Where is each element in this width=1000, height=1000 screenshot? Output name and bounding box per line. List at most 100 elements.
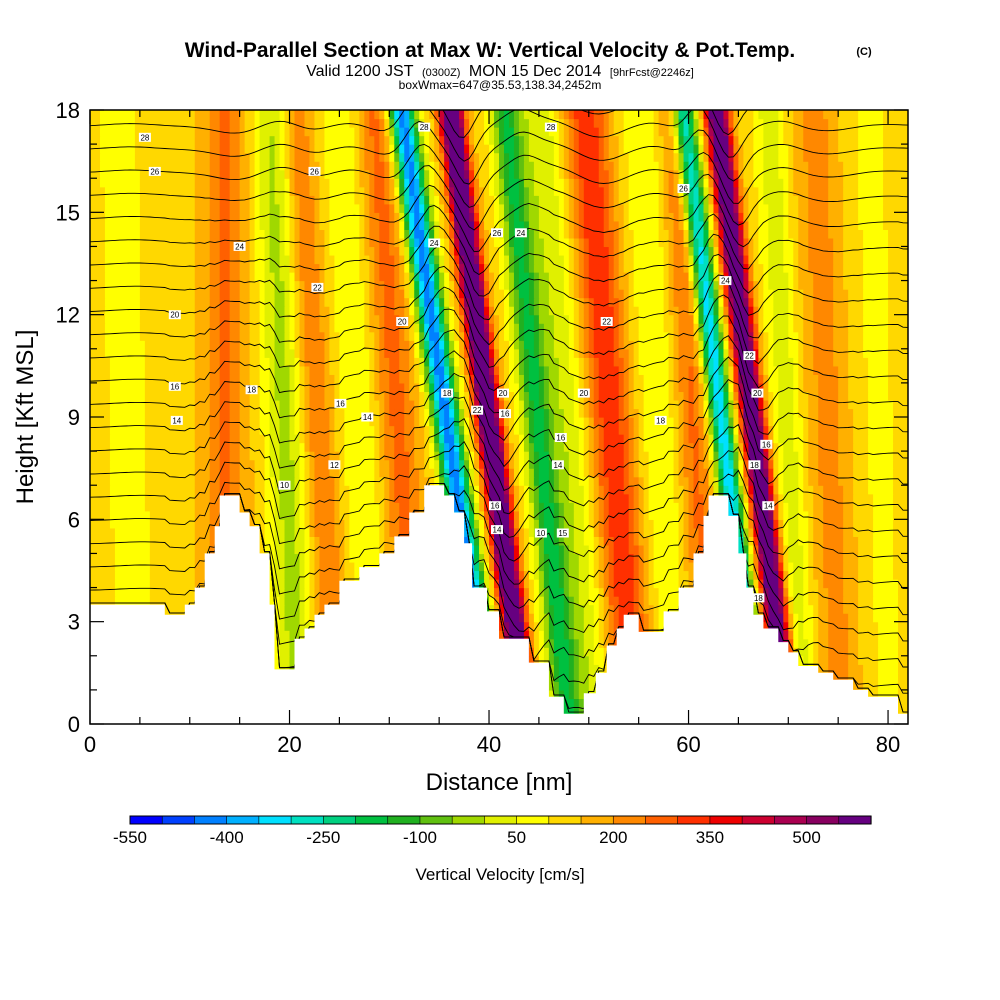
field-cell bbox=[503, 536, 510, 546]
field-cell bbox=[90, 510, 96, 520]
field-cell bbox=[528, 613, 535, 623]
field-cell bbox=[304, 502, 311, 512]
field-cell bbox=[329, 476, 335, 486]
field-cell bbox=[364, 519, 370, 529]
field-cell bbox=[179, 587, 186, 597]
field-cell bbox=[259, 510, 266, 520]
field-cell bbox=[449, 476, 455, 486]
field-cell bbox=[838, 493, 844, 503]
field-cell bbox=[474, 485, 480, 495]
field-cell bbox=[608, 579, 615, 589]
field-cell bbox=[503, 468, 510, 478]
field-cell bbox=[119, 544, 126, 555]
field-cell bbox=[573, 493, 580, 503]
field-cell bbox=[608, 561, 615, 572]
field-cell bbox=[878, 476, 884, 486]
field-cell bbox=[169, 468, 176, 478]
field-cell bbox=[563, 544, 570, 555]
field-cell bbox=[264, 468, 271, 478]
field-cell bbox=[139, 519, 146, 529]
field-cell bbox=[264, 502, 271, 512]
field-cell bbox=[533, 596, 540, 606]
field-cell bbox=[888, 604, 894, 614]
field-cell bbox=[783, 544, 789, 555]
field-cell bbox=[553, 510, 560, 520]
field-cell bbox=[104, 570, 111, 580]
field-cell bbox=[309, 544, 316, 555]
field-cell bbox=[893, 672, 899, 682]
field-cell bbox=[344, 544, 350, 555]
field-cell bbox=[848, 587, 854, 597]
field-cell bbox=[843, 638, 849, 648]
field-cell bbox=[863, 553, 869, 563]
field-cell bbox=[568, 596, 575, 606]
field-cell bbox=[858, 630, 864, 640]
field-cell bbox=[299, 527, 306, 537]
field-cell bbox=[583, 647, 590, 657]
field-cell bbox=[518, 536, 525, 546]
field-cell bbox=[873, 587, 879, 597]
field-cell bbox=[853, 664, 859, 674]
field-cell bbox=[773, 604, 779, 614]
field-cell bbox=[124, 544, 131, 555]
field-cell bbox=[658, 587, 665, 597]
field-cell bbox=[598, 536, 605, 546]
field-cell bbox=[803, 570, 809, 580]
field-cell bbox=[783, 485, 789, 495]
field-cell bbox=[743, 468, 749, 478]
field-cell bbox=[294, 544, 301, 555]
field-cell bbox=[838, 544, 844, 555]
field-cell bbox=[319, 587, 326, 597]
field-cell bbox=[808, 493, 814, 503]
field-cell bbox=[139, 459, 146, 469]
field-cell bbox=[658, 476, 665, 486]
field-cell bbox=[633, 553, 640, 563]
field-cell bbox=[663, 553, 670, 563]
field-cell bbox=[99, 570, 106, 580]
field-cell bbox=[339, 485, 345, 495]
field-cell bbox=[548, 519, 555, 529]
field-cell bbox=[513, 476, 520, 486]
field-cell bbox=[503, 510, 510, 520]
field-cell bbox=[888, 630, 894, 640]
field-cell bbox=[888, 596, 894, 606]
field-cell bbox=[464, 468, 470, 478]
field-cell bbox=[858, 502, 864, 512]
field-cell bbox=[414, 459, 420, 469]
field-cell bbox=[903, 485, 908, 495]
field-cell bbox=[608, 638, 615, 648]
field-cell bbox=[708, 485, 715, 495]
field-cell bbox=[648, 536, 655, 546]
field-cell bbox=[394, 519, 400, 529]
field-cell bbox=[888, 468, 894, 478]
field-cell bbox=[803, 647, 809, 657]
field-cell bbox=[528, 468, 535, 478]
field-cell bbox=[209, 493, 216, 503]
field-cell bbox=[164, 485, 171, 495]
field-cell bbox=[613, 621, 620, 631]
field-cell bbox=[573, 468, 580, 478]
field-cell bbox=[873, 553, 879, 563]
field-cell bbox=[134, 502, 141, 512]
field-cell bbox=[169, 579, 176, 589]
field-cell bbox=[583, 544, 590, 555]
field-cell bbox=[888, 579, 894, 589]
field-cell bbox=[688, 510, 695, 520]
field-cell bbox=[394, 459, 400, 469]
field-cell bbox=[194, 502, 201, 512]
field-cell bbox=[134, 527, 141, 537]
field-cell bbox=[419, 476, 425, 486]
field-cell bbox=[309, 527, 316, 537]
field-cell bbox=[788, 587, 794, 597]
field-cell bbox=[169, 561, 176, 572]
field-cell bbox=[883, 468, 889, 478]
field-cell bbox=[663, 527, 670, 537]
field-cell bbox=[349, 510, 355, 520]
field-cell bbox=[628, 536, 635, 546]
field-cell bbox=[898, 655, 904, 665]
field-cell bbox=[189, 587, 196, 597]
field-cell bbox=[678, 485, 685, 495]
field-cell bbox=[399, 519, 405, 529]
field-cell bbox=[748, 510, 754, 520]
field-cell bbox=[678, 561, 685, 572]
